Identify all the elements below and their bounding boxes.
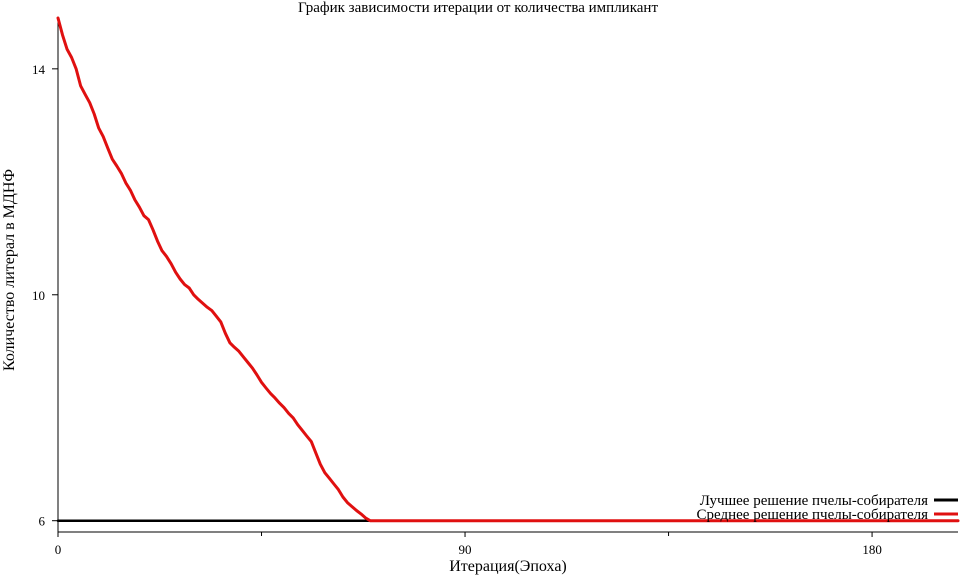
series-line-average: [56, 16, 960, 523]
y-tick-label: 14: [32, 62, 46, 77]
y-tick-label: 6: [39, 514, 46, 529]
x-tick-label: 180: [862, 542, 882, 557]
x-tick-label: 0: [55, 542, 62, 557]
x-axis-label: Итерация(Эпоха): [449, 558, 567, 575]
legend-label: Среднее решение пчелы-собирателя: [697, 507, 929, 523]
axes: 6 10 14 0 90 180: [32, 18, 958, 557]
series-lines: [56, 16, 960, 523]
legend-label: Лучшее решение пчелы-собирателя: [700, 493, 928, 509]
y-axis-label: Количество литерал в МДНФ: [1, 169, 18, 371]
chart-title: График зависимости итерации от количеств…: [298, 0, 658, 16]
x-tick-label: 90: [459, 542, 472, 557]
y-tick-label: 10: [32, 288, 45, 303]
